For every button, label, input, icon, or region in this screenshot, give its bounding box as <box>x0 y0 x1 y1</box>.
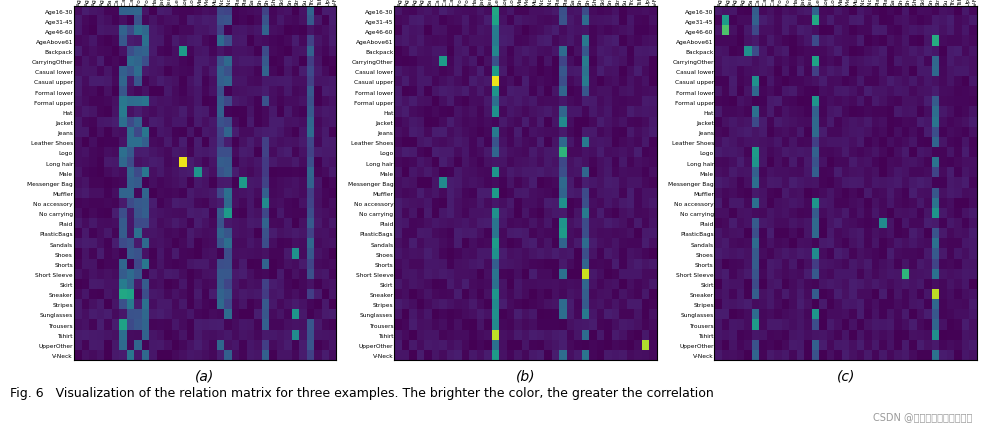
X-axis label: (c): (c) <box>837 368 855 382</box>
X-axis label: (a): (a) <box>195 368 215 382</box>
Text: Fig. 6   Visualization of the relation matrix for three examples. The brighter t: Fig. 6 Visualization of the relation mat… <box>10 386 714 399</box>
Text: CSDN @或许，这就是梦想吧！: CSDN @或许，这就是梦想吧！ <box>873 411 972 421</box>
X-axis label: (b): (b) <box>516 368 535 382</box>
